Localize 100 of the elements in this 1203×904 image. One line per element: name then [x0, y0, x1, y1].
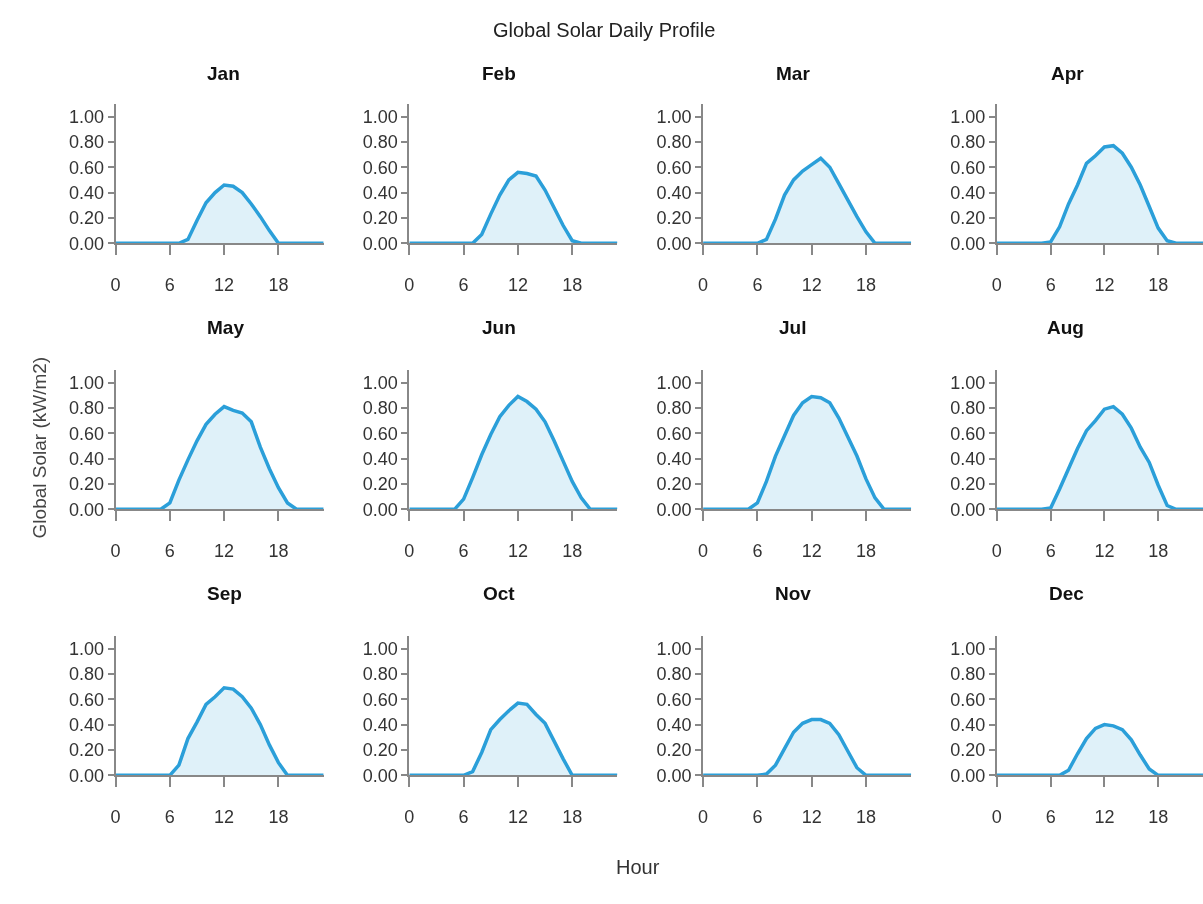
x-tick-label: 6	[458, 274, 469, 295]
x-tick-label: 0	[404, 806, 415, 827]
y-tick-label: 0.80	[656, 398, 692, 419]
y-tick-label: 1.00	[362, 638, 398, 659]
y-tick-label: 0.60	[68, 157, 104, 178]
y-tick-label: 0.20	[68, 208, 104, 229]
y-tick-label: 0.40	[656, 182, 692, 203]
y-tick-label: 0.60	[68, 423, 104, 444]
x-tick-label: 12	[507, 540, 528, 561]
y-tick-label: 0.40	[950, 448, 986, 469]
x-tick-label: 0	[110, 540, 121, 561]
y-tick-label: 0.20	[656, 208, 692, 229]
y-tick-label: 0.80	[362, 664, 398, 685]
x-tick-label: 0	[698, 540, 709, 561]
x-tick-label: 0	[404, 540, 415, 561]
x-tick-label: 12	[1094, 274, 1115, 295]
y-tick-label: 0.80	[68, 132, 104, 153]
y-tick-label: 0.80	[950, 398, 986, 419]
chart-title: Sep	[207, 583, 242, 604]
x-tick-label: 12	[801, 540, 822, 561]
x-tick-label: 6	[164, 540, 175, 561]
y-tick-label: 0.80	[362, 132, 398, 153]
y-tick-label: 0.00	[362, 765, 398, 786]
x-tick-label: 0	[991, 806, 1002, 827]
x-tick-label: 18	[562, 540, 583, 561]
y-tick-label: 0.60	[362, 423, 398, 444]
chart-title: Aug	[1047, 317, 1084, 338]
y-tick-label: 0.20	[362, 208, 398, 229]
y-tick-label: 0.80	[950, 132, 986, 153]
y-tick-label: 0.60	[656, 423, 692, 444]
y-tick-label: 0.00	[656, 499, 692, 520]
x-tick-label: 18	[855, 806, 876, 827]
y-tick-label: 0.00	[68, 233, 104, 254]
y-tick-label: 1.00	[950, 638, 986, 659]
x-tick-label: 12	[1094, 540, 1115, 561]
x-tick-label: 12	[801, 274, 822, 295]
x-tick-label: 6	[1045, 274, 1056, 295]
y-tick-label: 0.20	[68, 740, 104, 761]
y-tick-label: 0.40	[656, 448, 692, 469]
chart-title: Jul	[779, 317, 807, 338]
x-tick-label: 6	[752, 806, 763, 827]
y-tick-label: 0.60	[950, 423, 986, 444]
x-tick-label: 18	[562, 806, 583, 827]
y-tick-label: 1.00	[950, 106, 986, 127]
x-tick-label: 0	[698, 274, 709, 295]
y-tick-label: 1.00	[68, 638, 104, 659]
chart-title: Feb	[482, 63, 516, 84]
y-tick-label: 0.20	[656, 474, 692, 495]
y-tick-label: 0.40	[68, 448, 104, 469]
y-tick-label: 1.00	[656, 106, 692, 127]
y-tick-label: 0.20	[68, 474, 104, 495]
x-axis-title: Hour	[616, 856, 660, 878]
y-tick-label: 0.60	[362, 157, 398, 178]
y-tick-label: 0.20	[362, 740, 398, 761]
x-tick-label: 6	[752, 274, 763, 295]
x-tick-label: 18	[268, 540, 289, 561]
x-tick-label: 6	[164, 274, 175, 295]
x-tick-label: 18	[268, 806, 289, 827]
y-tick-label: 0.40	[950, 182, 986, 203]
y-tick-label: 0.00	[68, 499, 104, 520]
y-tick-label: 1.00	[68, 106, 104, 127]
y-tick-label: 0.20	[656, 740, 692, 761]
x-tick-label: 12	[214, 274, 235, 295]
y-tick-label: 0.40	[68, 714, 104, 735]
chart-title: Mar	[776, 63, 811, 84]
x-tick-label: 0	[991, 274, 1002, 295]
y-tick-label: 0.80	[68, 398, 104, 419]
x-tick-label: 6	[458, 540, 469, 561]
y-tick-label: 0.40	[656, 714, 692, 735]
x-tick-label: 0	[404, 274, 415, 295]
x-tick-label: 18	[855, 540, 876, 561]
y-tick-label: 0.80	[68, 664, 104, 685]
x-tick-label: 12	[214, 540, 235, 561]
y-tick-label: 0.60	[68, 689, 104, 710]
x-tick-label: 6	[1045, 540, 1056, 561]
y-tick-label: 0.80	[656, 664, 692, 685]
y-axis-title: Global Solar (kW/m2)	[29, 356, 51, 539]
x-tick-label: 0	[698, 806, 709, 827]
chart-title: May	[207, 317, 245, 338]
chart-title: Oct	[483, 583, 516, 604]
chart-title: Jan	[207, 63, 240, 84]
chart-title: Dec	[1049, 583, 1085, 604]
x-tick-label: 12	[214, 806, 235, 827]
x-tick-label: 12	[801, 806, 822, 827]
y-tick-label: 0.40	[68, 182, 104, 203]
y-tick-label: 0.60	[656, 689, 692, 710]
y-tick-label: 0.00	[362, 499, 398, 520]
y-tick-label: 0.00	[950, 765, 986, 786]
y-tick-label: 0.00	[656, 765, 692, 786]
x-tick-label: 12	[507, 806, 528, 827]
chart-title: Jun	[482, 317, 516, 338]
x-tick-label: 6	[458, 806, 469, 827]
y-tick-label: 1.00	[362, 106, 398, 127]
x-tick-label: 18	[855, 274, 876, 295]
y-tick-label: 0.00	[362, 233, 398, 254]
y-tick-label: 0.40	[362, 182, 398, 203]
y-tick-label: 0.80	[656, 132, 692, 153]
y-tick-label: 0.80	[950, 664, 986, 685]
x-tick-label: 0	[110, 274, 121, 295]
y-tick-label: 1.00	[68, 372, 104, 393]
